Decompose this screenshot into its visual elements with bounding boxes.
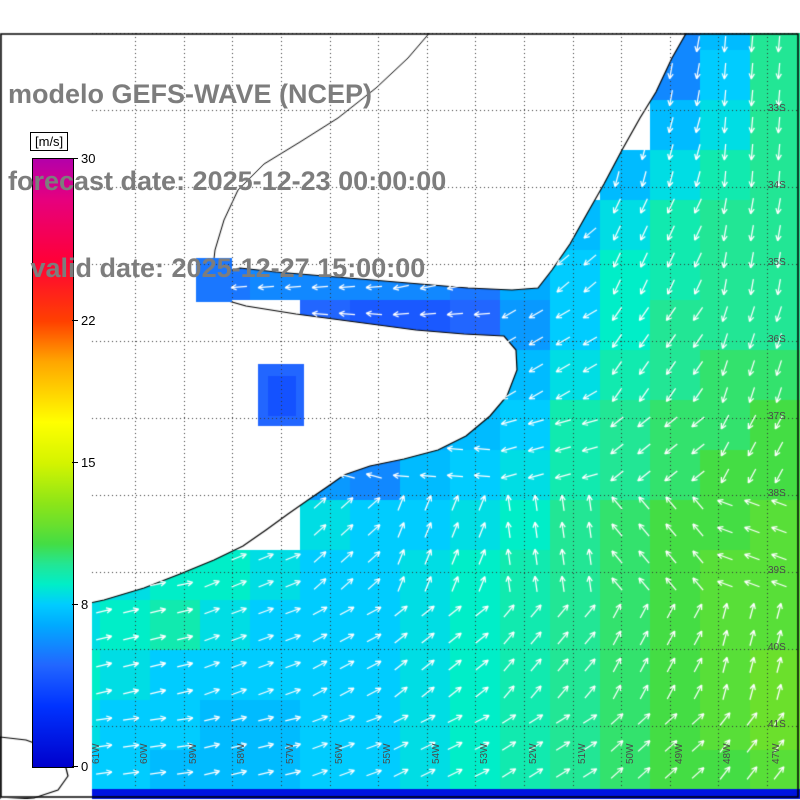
model-title: modelo GEFS-WAVE (NCEP) [8, 79, 373, 109]
colorbar-tick-mark [72, 320, 78, 322]
map-header: modelo GEFS-WAVE (NCEP) forecast date: 2… [8, 22, 446, 341]
valid-date: valid date: 2025-12-27 15:00:00 [8, 253, 426, 283]
colorbar: [m/s] 30 22 15 8 0 [30, 132, 140, 782]
colorbar-tick-label: 30 [81, 151, 96, 166]
colorbar-tick-label: 22 [81, 313, 96, 329]
colorbar-tick-mark [72, 158, 78, 159]
colorbar-tick-mark [72, 462, 78, 463]
colorbar-tick-mark [72, 766, 78, 767]
colorbar-gradient [32, 158, 74, 768]
colorbar-tick-label: 15 [81, 455, 96, 470]
colorbar-tick-label: 8 [81, 596, 89, 612]
colorbar-unit-label: [m/s] [30, 132, 69, 151]
forecast-date: forecast date: 2025-12-23 00:00:00 [8, 166, 447, 196]
colorbar-tick-label: 0 [81, 759, 89, 774]
colorbar-tick-mark [72, 603, 78, 605]
